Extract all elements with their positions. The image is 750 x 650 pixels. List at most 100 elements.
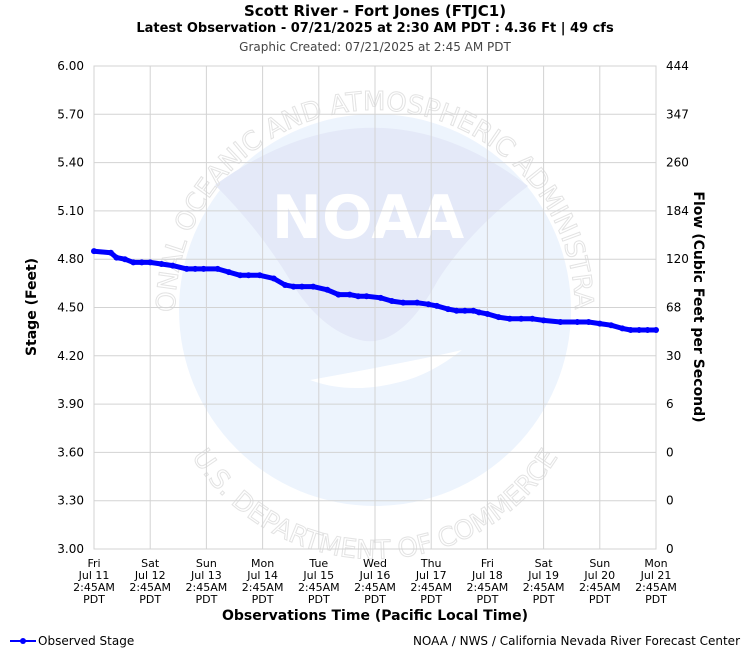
x-tick-label-line: 2:45AM	[579, 581, 621, 594]
observed-stage-point	[290, 283, 297, 290]
y2-tick-label: 0	[666, 494, 674, 508]
observed-stage-point	[355, 293, 362, 300]
x-tick-label-line: Jul 11	[78, 569, 110, 582]
noaa-watermark: NOAA NATIONAL OCEANIC AND ATMOSPHERIC AD…	[0, 0, 599, 567]
observed-stage-point	[574, 318, 581, 325]
y-tick-label: 3.90	[57, 397, 84, 411]
x-tick-label: Sun Jul 20 2:45AM PDT	[579, 557, 621, 606]
y2-tick-label: 6	[666, 397, 674, 411]
observed-stage-point	[388, 298, 395, 305]
x-tick-label-line: Sun	[589, 557, 610, 570]
x-tick-label-line: Jul 19	[527, 569, 559, 582]
observed-stage-point	[529, 315, 536, 322]
x-tick-label-line: 2:45AM	[523, 581, 565, 594]
chart-axes: 3.00 0 3.30 0 3.60 0 3.90 6 4.20 30 4.50 68 4.80 120 5…	[57, 59, 689, 606]
observed-stage-point	[324, 286, 331, 293]
observed-stage-point	[596, 320, 603, 327]
y-tick-label: 3.60	[57, 445, 84, 459]
observed-stage-point	[192, 265, 199, 272]
observed-stage-point	[121, 256, 128, 263]
observed-stage-point	[495, 314, 502, 321]
x-tick-label: Fri Jul 11 2:45AM PDT	[73, 557, 115, 606]
observed-stage-point	[346, 291, 353, 298]
y-axis-title: Stage (Feet)	[24, 258, 40, 356]
x-tick-label-line: 2:45AM	[73, 581, 115, 594]
observed-stage-point	[453, 307, 460, 314]
latest-observation: Latest Observation - 07/21/2025 at 2:30 …	[136, 21, 614, 36]
x-tick-label-line: Thu	[420, 557, 442, 570]
x-tick-label-line: Wed	[363, 557, 387, 570]
observed-stage-point	[475, 309, 482, 316]
x-tick-label-line: Sun	[196, 557, 217, 570]
y2-tick-label: 0	[666, 445, 674, 459]
x-tick-label-line: 2:45AM	[242, 581, 284, 594]
x-tick-label: Mon Jul 14 2:45AM PDT	[242, 557, 284, 606]
observed-stage-point	[470, 307, 477, 314]
observed-stage-point	[518, 315, 525, 322]
observed-stage-point	[445, 306, 452, 313]
y2-tick-label: 30	[666, 349, 681, 363]
observed-stage-point	[377, 294, 384, 301]
x-tick-label: Sat Jul 12 2:45AM PDT	[129, 557, 171, 606]
x-tick-label-line: PDT	[364, 593, 386, 606]
legend-swatch	[10, 636, 36, 646]
chart-series	[91, 248, 659, 334]
x-tick-label-line: PDT	[533, 593, 555, 606]
y-tick-label: 5.40	[57, 156, 84, 170]
x-tick-label-line: PDT	[589, 593, 611, 606]
x-tick-label-line: Sat	[535, 557, 554, 570]
chart-title: Scott River - Fort Jones (FTJC1)	[243, 2, 507, 20]
y2-tick-label: 184	[666, 204, 689, 218]
x-tick-label-line: Jul 18	[471, 569, 503, 582]
legend-label: Observed Stage	[38, 634, 135, 648]
observed-stage-point	[270, 275, 277, 282]
observed-stage-point	[310, 283, 317, 290]
x-tick-label-line: 2:45AM	[354, 581, 396, 594]
x-tick-label: Sat Jul 19 2:45AM PDT	[523, 557, 565, 606]
observed-stage-point	[158, 261, 165, 268]
y-tick-label: 4.80	[57, 252, 84, 266]
y2-tick-label: 68	[666, 301, 681, 315]
x-tick-label-line: PDT	[476, 593, 498, 606]
x-tick-label-line: Jul 17	[415, 569, 447, 582]
y-tick-label: 5.70	[57, 107, 84, 121]
x-tick-label-line: Mon	[251, 557, 274, 570]
y2-tick-label: 347	[666, 107, 689, 121]
x-tick-label: Fri Jul 18 2:45AM PDT	[467, 557, 509, 606]
x-tick-label: Tue Jul 15 2:45AM PDT	[298, 557, 340, 606]
x-tick-label-line: PDT	[195, 593, 217, 606]
x-tick-label: Thu Jul 17 2:45AM PDT	[410, 557, 452, 606]
x-tick-label-line: Jul 21	[640, 569, 672, 582]
observed-stage-point	[256, 272, 263, 279]
observed-stage-point	[557, 318, 564, 325]
observed-stage-point	[183, 265, 190, 272]
plot-border	[93, 65, 657, 550]
y-tick-label: 6.00	[57, 59, 84, 73]
x-tick-label-line: Fri	[481, 557, 494, 570]
observed-stage-point	[237, 272, 244, 279]
observed-stage-point	[225, 269, 232, 276]
observed-stage-point	[433, 302, 440, 309]
observed-stage-point	[400, 299, 407, 306]
observed-stage-point	[644, 327, 651, 334]
observed-stage-point	[653, 327, 659, 334]
x-tick-label-line: PDT	[420, 593, 442, 606]
x-tick-label-line: Jul 16	[359, 569, 391, 582]
observed-stage-point	[147, 259, 154, 266]
x-tick-label-line: PDT	[645, 593, 667, 606]
x-tick-label-line: Jul 15	[302, 569, 334, 582]
observed-stage-point	[627, 327, 634, 334]
observed-stage-point	[425, 301, 432, 308]
x-tick-label-line: Fri	[87, 557, 100, 570]
observed-stage-point	[585, 318, 592, 325]
observed-stage-point	[138, 259, 145, 266]
graphic-created: Graphic Created: 07/21/2025 at 2:45 AM P…	[239, 40, 511, 54]
y-tick-label: 3.30	[57, 494, 84, 508]
observed-stage-point	[335, 291, 342, 298]
observed-stage-point	[107, 249, 114, 256]
x-tick-label-line: Jul 14	[246, 569, 278, 582]
noaa-logo-text: NOAA	[272, 183, 465, 253]
observed-stage-point	[506, 315, 513, 322]
observed-stage-point	[200, 265, 207, 272]
